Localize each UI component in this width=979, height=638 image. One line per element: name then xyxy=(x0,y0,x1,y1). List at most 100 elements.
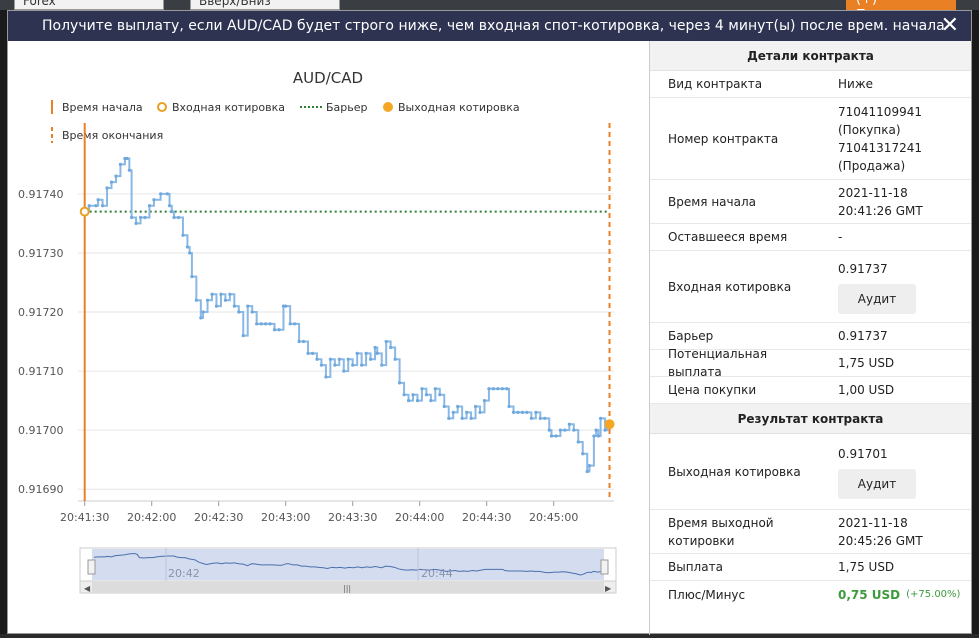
price-tick-point xyxy=(172,215,176,220)
payout-value: 1,75 USD xyxy=(838,560,895,574)
price-tick-point xyxy=(194,298,198,302)
price-tick-point xyxy=(272,328,277,332)
legend-exit-spot-label: Выходная котировка xyxy=(398,101,520,114)
price-tick-point xyxy=(576,440,580,444)
price-tick-point xyxy=(520,410,525,415)
scroll-grip-icon: ||| xyxy=(343,584,351,593)
price-tick-point xyxy=(255,322,259,326)
background-toolbar xyxy=(0,0,979,10)
price-tick-point xyxy=(368,357,373,361)
remaining-time-value: - xyxy=(838,230,843,244)
price-tick-point xyxy=(538,416,542,420)
price-tick-point xyxy=(301,339,306,344)
exit-spot-marker xyxy=(604,419,615,430)
payout-label: Выплата xyxy=(668,560,723,574)
price-tick-point xyxy=(310,351,315,355)
price-tick-point xyxy=(259,322,263,326)
price-tick-point xyxy=(188,251,192,255)
trade-type-select[interactable]: Вверх/Вниз xyxy=(190,0,340,10)
legend-end-time-label: Время окончания xyxy=(62,129,163,142)
price-tick-point xyxy=(505,387,509,391)
price-tick-point xyxy=(219,292,223,296)
price-tick-point xyxy=(398,381,402,385)
price-tick-point xyxy=(375,351,379,355)
profit-loss-value: 0,75 USD xyxy=(838,587,901,602)
barrier-value: 0.91737 xyxy=(838,329,888,343)
price-tick-point xyxy=(328,357,332,361)
price-tick-point xyxy=(288,322,292,326)
price-tick-point xyxy=(594,428,598,432)
x-tick-label: 20:41:30 xyxy=(60,511,109,524)
close-icon[interactable]: ✕ xyxy=(940,13,959,38)
entry-spot-value: 0.91737 xyxy=(838,261,888,276)
price-tick-point xyxy=(549,434,554,438)
navigator-selection xyxy=(92,549,604,580)
result-section-title: Результат контракта xyxy=(650,404,971,434)
price-tick-point xyxy=(147,204,152,208)
price-tick-point xyxy=(205,298,210,302)
price-tick-point xyxy=(246,304,250,308)
price-tick-point xyxy=(190,274,194,279)
price-tick-point xyxy=(127,168,131,172)
exit-spot-value: 0.91701 xyxy=(838,446,888,461)
price-tick-point xyxy=(547,428,551,432)
x-tick-label: 20:43:00 xyxy=(261,511,310,524)
y-tick-label: 0.91720 xyxy=(18,306,64,319)
price-tick-point xyxy=(281,304,286,308)
purchase-price-label: Цена покупки xyxy=(668,383,757,397)
price-tick-point xyxy=(100,204,105,208)
price-tick-point xyxy=(324,375,328,379)
price-tick-point xyxy=(360,363,364,367)
navigator-right-handle[interactable] xyxy=(600,559,609,575)
price-tick-point xyxy=(451,410,455,415)
price-tick-point xyxy=(118,162,123,166)
price-tick-point xyxy=(241,334,245,338)
price-tick-point xyxy=(355,351,359,355)
navigator-label: 20:44 xyxy=(421,567,453,580)
price-tick-point xyxy=(491,387,495,391)
potential-payout-value: 1,75 USD xyxy=(838,356,895,370)
price-tick-point xyxy=(268,322,272,326)
price-tick-point xyxy=(181,233,185,237)
row-barrier: Барьер 0.91737 xyxy=(650,323,971,350)
price-tick-point xyxy=(393,357,397,361)
purchase-price-value: 1,00 USD xyxy=(838,383,895,397)
price-tick-point xyxy=(199,316,203,320)
price-tick-point xyxy=(438,393,442,397)
price-tick-point xyxy=(473,404,478,409)
price-tick-point xyxy=(232,304,236,308)
price-tick-point xyxy=(297,339,301,344)
price-tick-point xyxy=(603,428,607,432)
price-tick-point xyxy=(138,215,143,220)
price-tick-point xyxy=(511,410,516,415)
market-select[interactable]: Forex xyxy=(14,0,164,10)
price-tick-point xyxy=(585,469,589,474)
legend-entry-spot-marker xyxy=(157,102,167,112)
price-tick-point xyxy=(460,416,464,420)
price-tick-point xyxy=(201,310,205,314)
x-tick-label: 20:42:00 xyxy=(127,511,176,524)
potential-payout-label: Потенциальная выплата xyxy=(668,347,768,379)
price-tick-point xyxy=(223,298,227,302)
price-tick-point xyxy=(465,410,469,415)
exit-audit-button[interactable]: Аудит xyxy=(838,468,916,499)
navigator-left-handle[interactable] xyxy=(87,559,96,575)
price-tick-point xyxy=(277,328,281,332)
price-tick-point xyxy=(429,398,433,403)
details-pane: Детали контракта Вид контракта Ниже Номе… xyxy=(649,41,971,635)
modal-title: Получите выплату, если AUD/CAD будет стр… xyxy=(42,18,945,64)
price-tick-point xyxy=(572,428,576,432)
chart-pane: AUD/CAD Время начала Входная котировка Барь… xyxy=(8,41,648,635)
row-profit-loss: Плюс/Минус 0,75 USD (+75.00%) xyxy=(650,581,971,608)
price-tick-point xyxy=(165,192,169,196)
price-tick-point xyxy=(411,393,415,397)
price-tick-point xyxy=(587,463,592,468)
entry-audit-button[interactable]: Аудит xyxy=(838,283,916,314)
price-tick-point xyxy=(442,404,446,409)
legend-start-time-label: Время начала xyxy=(62,101,143,114)
price-tick-point xyxy=(125,156,129,161)
price-tick-point xyxy=(596,434,600,438)
y-tick-label: 0.91700 xyxy=(18,424,64,437)
price-tick-point xyxy=(420,387,424,391)
deposit-button[interactable]: (+) Пополнение xyxy=(846,0,956,23)
